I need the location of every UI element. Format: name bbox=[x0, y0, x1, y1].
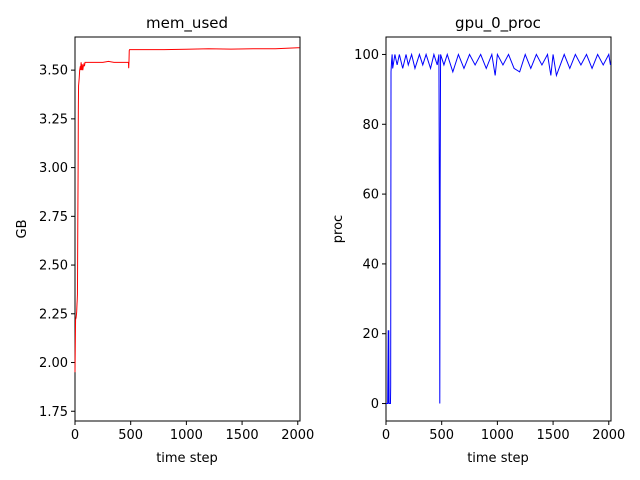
mem-used-y-tick-label: 3.00 bbox=[39, 161, 68, 176]
mem-used-y-tick-label: 2.00 bbox=[39, 356, 68, 371]
gpu-proc-x-tick-label: 0 bbox=[382, 428, 390, 443]
gpu-proc-title: gpu_0_proc bbox=[455, 14, 541, 33]
mem-used-x-axis-label: time step bbox=[156, 451, 218, 466]
gpu-proc-x-tick-label: 2000 bbox=[592, 428, 625, 443]
gpu-proc-plot-frame bbox=[385, 36, 612, 422]
gpu-proc-y-tick-label: 60 bbox=[362, 188, 379, 203]
mem-used-title: mem_used bbox=[146, 14, 228, 33]
mem-used-y-axis-label: GB bbox=[15, 220, 30, 239]
mem-used-series-line bbox=[74, 47, 300, 373]
mem-used-x-tick-label: 1000 bbox=[170, 428, 203, 443]
mem-used-x-tick-label: 0 bbox=[71, 428, 79, 443]
gpu-proc-panel: gpu_0_proc 0 20 40 60 80 100 0 500 1000 1500 2000… bbox=[331, 14, 625, 466]
gpu-proc-x-tick-label: 1500 bbox=[537, 428, 570, 443]
gpu-proc-y-tick-label: 80 bbox=[362, 118, 379, 133]
gpu-proc-x-tick-label: 500 bbox=[429, 428, 454, 443]
mem-used-plot-frame bbox=[74, 36, 301, 422]
gpu-proc-y-axis-label: proc bbox=[331, 215, 346, 243]
mem-used-y-tick-label: 2.75 bbox=[39, 210, 68, 225]
mem-used-x-tick-label: 1500 bbox=[226, 428, 259, 443]
mem-used-x-tick-label: 2000 bbox=[281, 428, 314, 443]
gpu-proc-x-tick-label: 1000 bbox=[481, 428, 514, 443]
gpu-proc-x-axis-label: time step bbox=[467, 451, 529, 466]
gpu-proc-series-line bbox=[386, 52, 611, 405]
mem-used-y-tick-label: 3.25 bbox=[39, 112, 68, 127]
gpu-proc-y-tick-label: 100 bbox=[354, 48, 379, 63]
mem-used-y-tick-label: 1.75 bbox=[39, 405, 68, 420]
mem-used-y-tick-label: 3.50 bbox=[39, 64, 68, 79]
mem-used-y-tick-label: 2.25 bbox=[39, 307, 68, 322]
mem-used-x-tick-label: 500 bbox=[118, 428, 143, 443]
gpu-proc-y-tick-label: 40 bbox=[362, 257, 379, 272]
gpu-proc-y-tick-label: 0 bbox=[371, 397, 379, 412]
mem-used-y-tick-label: 2.50 bbox=[39, 259, 68, 274]
mem-used-panel: mem_used 1.75 2.00 2.25 2.50 2.75 3.00 3.25 3.5… bbox=[15, 14, 314, 466]
gpu-proc-y-tick-label: 20 bbox=[362, 327, 379, 342]
